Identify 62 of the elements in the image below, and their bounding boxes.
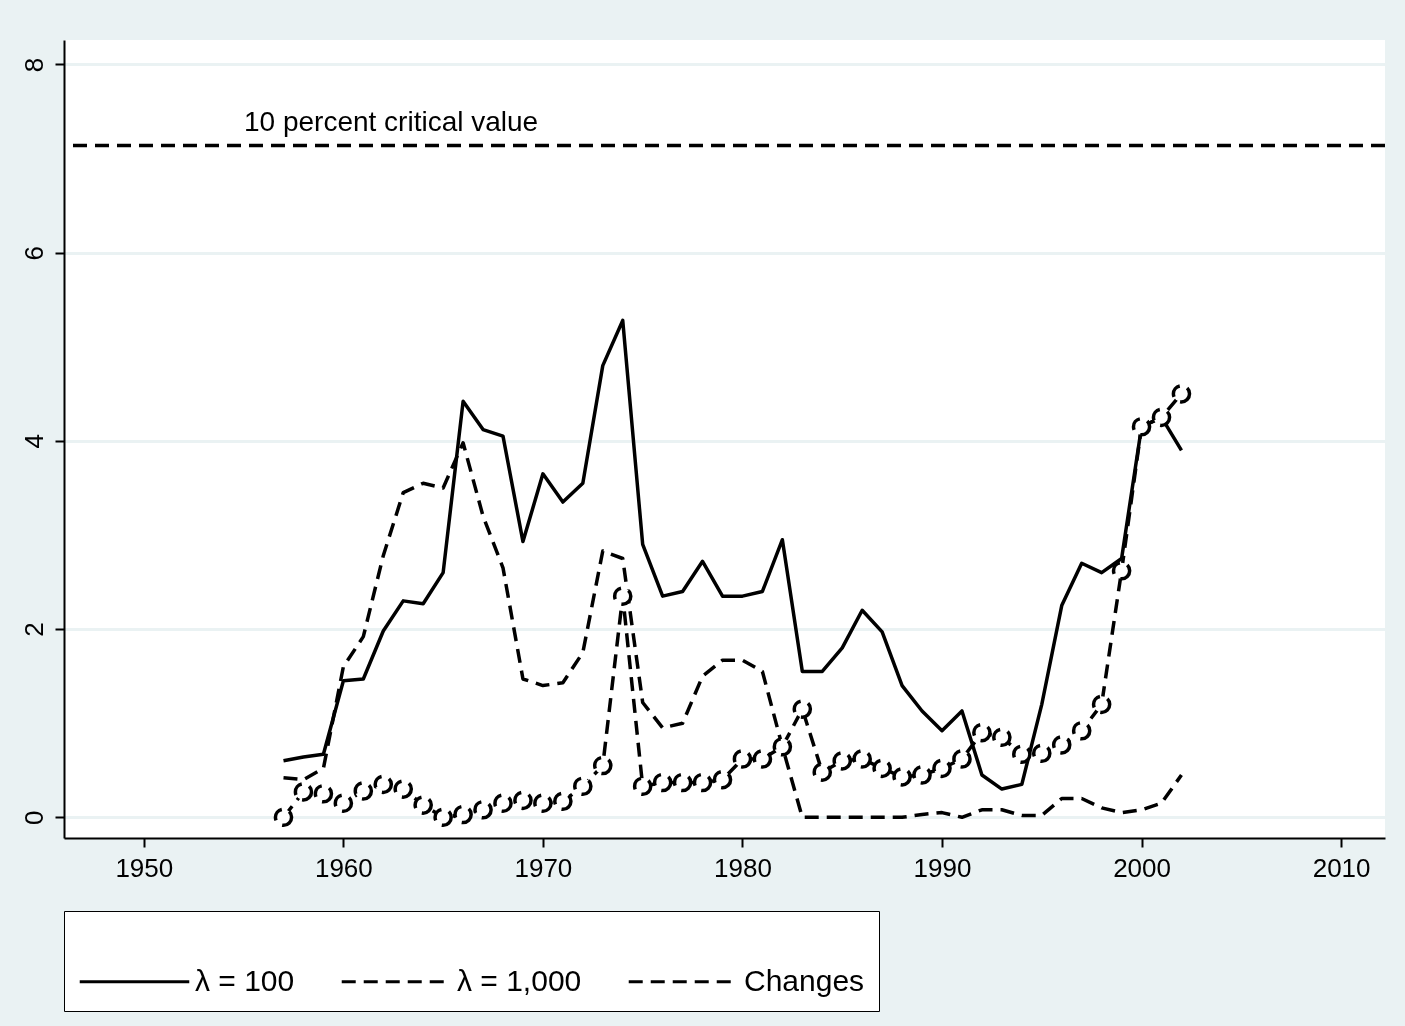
point: [832, 751, 853, 771]
point: [413, 795, 433, 815]
point: [1091, 694, 1112, 715]
point: [553, 791, 573, 812]
x-tick-label: 2010: [1312, 852, 1371, 883]
point: [592, 755, 613, 776]
point: [1131, 416, 1152, 437]
point: [732, 749, 753, 769]
point: [992, 727, 1012, 748]
y-tick-label: 8: [18, 57, 49, 73]
x-tick-label: 1960: [314, 852, 373, 883]
x-tick-label: 1970: [514, 852, 573, 883]
point: [952, 749, 972, 769]
point: [433, 807, 453, 828]
legend-label: λ = 1,000: [457, 963, 582, 997]
point: [972, 722, 992, 743]
y-tick-label: 6: [18, 245, 49, 261]
x-tick-label: 1950: [115, 852, 174, 883]
legend-label: Changes: [744, 963, 865, 997]
point: [1031, 743, 1052, 764]
point: [313, 783, 334, 804]
point: [573, 776, 593, 797]
point: [692, 772, 713, 793]
point: [353, 781, 374, 801]
point: [1151, 407, 1172, 428]
point: [533, 793, 553, 813]
point: [812, 762, 833, 782]
point: [1171, 384, 1192, 404]
point: [612, 586, 633, 606]
y-tick-label: 0: [18, 810, 49, 826]
ref-line-label: 10 percent critical value: [244, 106, 539, 138]
point: [273, 807, 294, 828]
point: [1012, 744, 1032, 765]
point: [293, 782, 314, 802]
point: [872, 758, 892, 779]
point: [892, 767, 912, 787]
point: [333, 793, 354, 813]
point: [393, 779, 414, 799]
point: [1111, 560, 1132, 581]
point: [632, 776, 653, 797]
point: [493, 793, 513, 813]
legend-label: λ = 100: [195, 963, 295, 997]
point: [1051, 735, 1072, 755]
point: [513, 790, 533, 811]
point: [453, 804, 473, 825]
x-tick-label: 2000: [1113, 852, 1171, 883]
point: [373, 774, 394, 795]
point: [852, 749, 872, 769]
point: [672, 772, 693, 793]
x-tick-label: 1980: [714, 852, 772, 883]
point: [1071, 720, 1092, 741]
point: [752, 749, 773, 769]
point: [772, 736, 793, 757]
y-tick-label: 2: [18, 622, 49, 637]
point: [912, 765, 932, 785]
y-tick-label: 4: [18, 434, 49, 449]
point: [712, 769, 733, 790]
point: [652, 772, 673, 793]
point: [473, 799, 493, 820]
point: [932, 758, 952, 779]
point: [792, 699, 813, 719]
x-tick-label: 1990: [913, 852, 972, 883]
